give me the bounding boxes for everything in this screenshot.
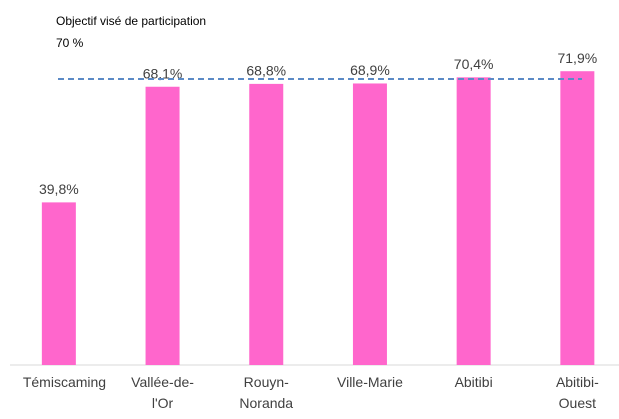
x-tick-text: Vallée-de-l'Or: [131, 374, 194, 411]
x-tick-text: Rouyn-Noranda: [239, 374, 294, 411]
x-tick-label: Témiscaming: [22, 372, 107, 393]
x-tick-label: Abitibi: [438, 372, 510, 393]
x-tick-text: Ville-Marie: [337, 374, 403, 390]
x-tick-text: Abitibi: [454, 374, 493, 390]
bar: [249, 83, 284, 365]
x-tick-label: Vallée-de-l'Or: [127, 372, 199, 414]
bar: [456, 77, 491, 366]
x-tick-label: Abitibi-Ouest: [541, 372, 613, 414]
bar: [41, 202, 76, 365]
value-label: 39,8%: [39, 181, 79, 197]
value-label: 70,4%: [454, 56, 494, 72]
annotation: Objectif visé de participation: [56, 14, 206, 28]
bar: [560, 71, 595, 365]
x-tick-label: Rouyn-Noranda: [230, 372, 302, 414]
x-tick-text: Témiscaming: [22, 374, 107, 390]
value-label: 68,1%: [143, 65, 183, 81]
bar: [145, 86, 180, 365]
target-label: 70 %: [56, 36, 84, 50]
x-tick-text: Abitibi-Ouest: [555, 374, 599, 411]
bar: [352, 83, 387, 365]
x-tick-label: Ville-Marie: [334, 372, 406, 393]
value-label: 71,9%: [557, 50, 597, 66]
value-label: 68,8%: [246, 63, 286, 79]
value-label: 68,9%: [350, 62, 390, 78]
